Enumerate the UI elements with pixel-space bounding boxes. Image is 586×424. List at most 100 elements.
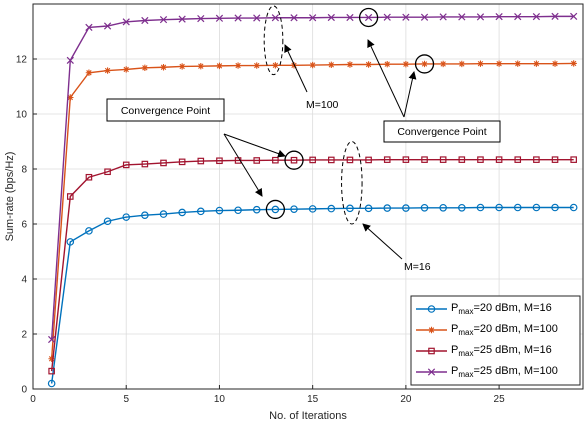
arrow-conv-left-upper [223, 133, 286, 158]
x-axis-label: No. of Iterations [269, 410, 347, 422]
data-point [160, 159, 167, 167]
data-point [402, 61, 410, 68]
data-point [48, 335, 56, 344]
m16-label: M=16 [404, 261, 431, 273]
data-point [122, 213, 131, 221]
y-tick-label: 12 [16, 55, 28, 66]
data-point [476, 13, 485, 21]
data-point [271, 205, 280, 214]
data-point [402, 156, 410, 163]
data-point [402, 13, 410, 21]
y-tick-label: 4 [21, 275, 27, 286]
series-line [50, 158, 574, 372]
data-point [328, 61, 335, 68]
data-point [122, 18, 130, 26]
series-1 [47, 203, 578, 388]
data-point [551, 60, 559, 67]
data-point [365, 61, 372, 68]
data-point [383, 13, 391, 21]
data-point [178, 15, 186, 23]
y-tick-label: 8 [21, 165, 27, 176]
convergence-circle [284, 150, 304, 170]
data-point [365, 156, 372, 164]
legend-label: Pmax=25 dBm, M=100 [451, 365, 558, 379]
data-point [67, 94, 74, 101]
arrow-conv-right-lower [403, 71, 417, 118]
data-point [290, 14, 298, 22]
data-point [234, 14, 242, 22]
series-4 [48, 12, 578, 344]
data-point [159, 210, 168, 218]
convergence-label-box-right: Convergence Point [383, 120, 501, 143]
data-point [383, 204, 392, 212]
data-point [141, 16, 149, 25]
data-point [309, 156, 316, 164]
convergence-circle [414, 54, 435, 74]
legend-entry-1: Pmax=20 dBm, M=16 [416, 302, 552, 316]
data-point [308, 205, 317, 213]
legend-entry-4: Pmax=25 dBm, M=100 [416, 365, 558, 379]
data-point [569, 203, 578, 212]
data-point [551, 203, 559, 212]
data-point [272, 156, 279, 164]
data-point [271, 14, 279, 22]
data-point [513, 203, 522, 212]
data-point [514, 60, 521, 67]
m100-label: M=100 [306, 99, 339, 111]
data-point [85, 69, 93, 76]
data-point [178, 158, 186, 166]
data-point [197, 62, 204, 70]
legend: Pmax=20 dBm, M=16 Pmax=20 dBm, M=100 Pmax=… [410, 295, 581, 386]
data-point [570, 12, 578, 20]
data-point [458, 13, 466, 21]
convergence-label-left: Convergence Point [121, 105, 210, 117]
data-point [103, 217, 112, 226]
data-point [197, 157, 205, 165]
data-point [48, 355, 55, 362]
convergence-circle [358, 7, 379, 28]
data-point [458, 60, 466, 68]
legend-label: Pmax=20 dBm, M=100 [451, 323, 558, 337]
series-2 [48, 60, 577, 362]
data-point [85, 173, 93, 181]
data-point [309, 14, 317, 22]
data-point [141, 211, 149, 220]
data-point [159, 16, 168, 24]
data-point [196, 207, 205, 216]
data-point [384, 61, 391, 68]
legend-marker [428, 347, 435, 355]
data-point [66, 238, 75, 246]
data-point [346, 61, 354, 68]
x-tick-label: 20 [400, 394, 412, 405]
data-point [514, 156, 522, 163]
legend-label: Pmax=25 dBm, M=16 [451, 344, 552, 358]
data-point [253, 62, 260, 69]
data-point [234, 62, 242, 69]
data-point [514, 13, 522, 21]
data-point [123, 66, 130, 73]
data-point [477, 60, 484, 67]
data-point [104, 67, 111, 74]
y-axis-label: Sum-rate (bps/Hz) [4, 152, 16, 242]
data-point [476, 203, 485, 212]
data-point [197, 14, 205, 23]
data-point [420, 13, 429, 21]
data-point [178, 63, 186, 70]
x-tick-label: 5 [123, 394, 129, 405]
legend-entry-3: Pmax=25 dBm, M=16 [416, 344, 552, 358]
data-point [439, 60, 447, 68]
data-point [122, 161, 130, 169]
legend-marker [427, 368, 436, 376]
arrow-conv-left-lower [223, 133, 263, 197]
x-tick-label: 25 [494, 394, 506, 405]
data-point [533, 156, 540, 163]
data-point [458, 203, 466, 212]
data-point [532, 13, 541, 21]
data-point [234, 206, 242, 215]
data-point [253, 14, 261, 22]
x-tick-label: 10 [214, 394, 226, 405]
data-point [178, 208, 186, 217]
data-point [290, 156, 298, 164]
arrow-m100 [284, 44, 308, 93]
arrow-conv-right-upper [367, 39, 405, 118]
